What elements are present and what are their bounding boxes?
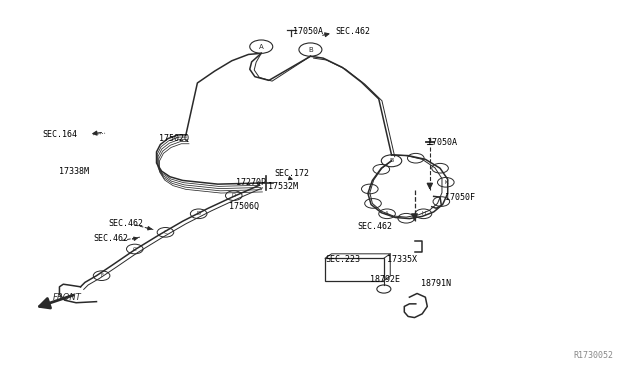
Text: 17050A: 17050A xyxy=(293,26,323,36)
Text: H: H xyxy=(421,211,426,216)
Text: A: A xyxy=(385,211,389,216)
Text: I: I xyxy=(369,186,371,192)
Text: SEC.462: SEC.462 xyxy=(357,221,392,231)
Text: B: B xyxy=(389,158,394,163)
Text: 17050F: 17050F xyxy=(445,193,474,202)
Text: B: B xyxy=(308,46,313,52)
Text: SEC.164: SEC.164 xyxy=(42,130,77,140)
Text: SEC.462: SEC.462 xyxy=(93,234,128,243)
Text: SEC.462: SEC.462 xyxy=(335,26,371,36)
Text: FRONT: FRONT xyxy=(53,294,82,302)
Text: A: A xyxy=(259,44,264,49)
Text: 18791N: 18791N xyxy=(421,279,451,288)
Text: SEC.462: SEC.462 xyxy=(108,219,143,228)
Text: K: K xyxy=(444,180,447,185)
Text: 17506Q: 17506Q xyxy=(229,202,259,211)
Text: 18792E: 18792E xyxy=(370,275,400,284)
Text: D: D xyxy=(232,193,236,198)
Text: 17532M: 17532M xyxy=(268,182,298,191)
Text: R1730052: R1730052 xyxy=(574,351,614,360)
Text: 17270P: 17270P xyxy=(236,178,266,187)
Text: C: C xyxy=(133,247,137,251)
Text: F: F xyxy=(100,273,103,278)
Bar xyxy=(325,258,384,280)
Text: 17335X: 17335X xyxy=(387,255,417,264)
Text: C: C xyxy=(164,230,167,235)
Text: 17502Q: 17502Q xyxy=(159,134,189,143)
Text: 17338M: 17338M xyxy=(60,167,90,176)
Text: SEC.223: SEC.223 xyxy=(325,255,360,264)
Text: SEC.172: SEC.172 xyxy=(274,169,309,177)
Text: 17050A: 17050A xyxy=(428,138,458,147)
Text: D: D xyxy=(196,211,201,216)
